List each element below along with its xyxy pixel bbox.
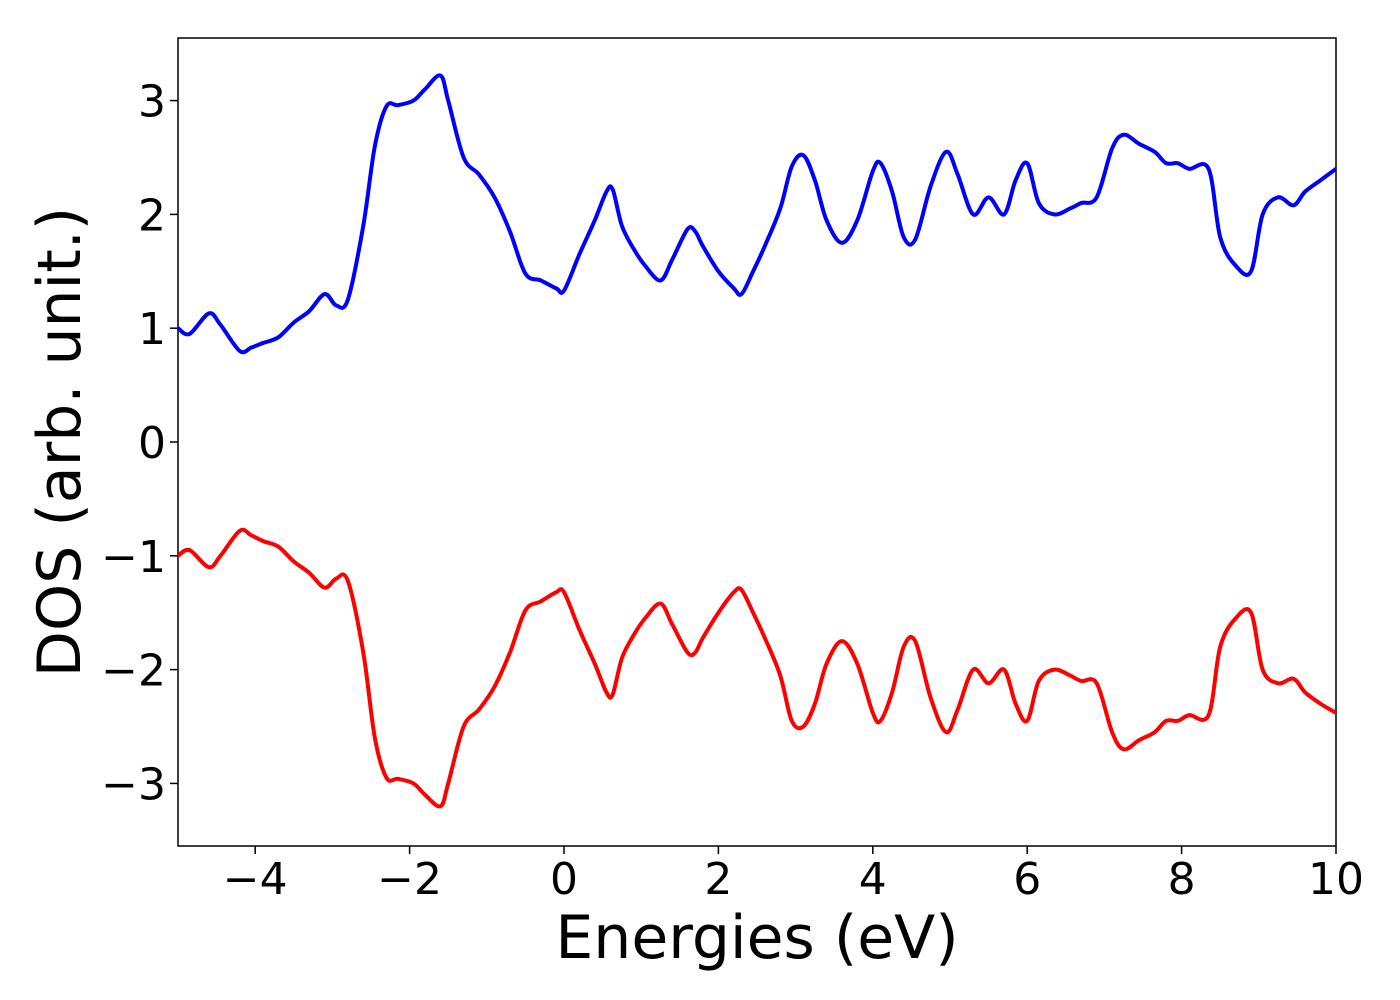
y-axis-title: DOS (arb. unit.) [25, 207, 95, 677]
series-line-0 [178, 73, 1336, 355]
x-tick-label: 10 [1308, 854, 1364, 905]
series-layer [178, 73, 1336, 809]
y-axis: −3 −2 −1 0 1 2 3 [101, 77, 178, 810]
x-tick-label: 0 [550, 854, 578, 905]
x-tick-label: −4 [223, 854, 288, 905]
x-tick-label: 6 [1013, 854, 1041, 905]
series-line-1 [178, 527, 1336, 809]
x-tick-label: −2 [377, 854, 442, 905]
y-tick-label: −2 [101, 646, 166, 697]
y-tick-label: 3 [138, 77, 166, 128]
x-axis-title: Energies (eV) [555, 903, 958, 973]
x-tick-label: 4 [859, 854, 887, 905]
y-tick-label: −3 [101, 759, 166, 810]
x-tick-label: 2 [704, 854, 732, 905]
y-tick-label: 2 [138, 190, 166, 241]
y-tick-label: −1 [101, 532, 166, 583]
y-tick-label: 1 [138, 304, 166, 355]
x-tick-label: 8 [1168, 854, 1196, 905]
x-axis: −4 −2 0 2 4 6 8 10 [223, 846, 1364, 905]
y-tick-label: 0 [138, 418, 166, 469]
